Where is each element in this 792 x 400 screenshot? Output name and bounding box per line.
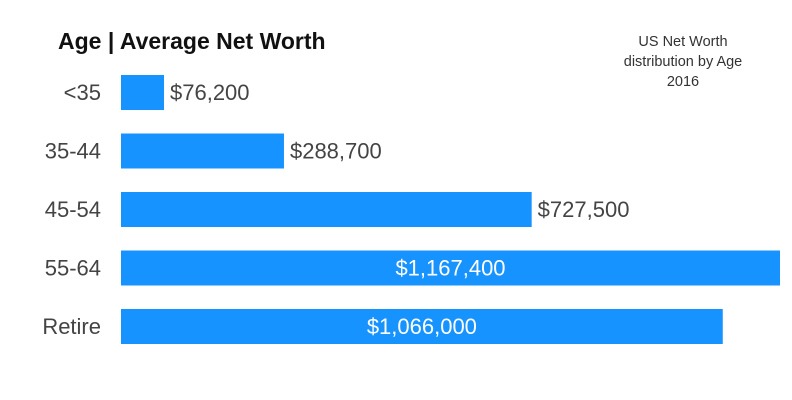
category-label: 45-54 bbox=[45, 197, 101, 222]
value-label: $1,167,400 bbox=[395, 256, 505, 281]
category-label: 55-64 bbox=[45, 256, 101, 281]
chart-title: Age | Average Net Worth bbox=[58, 28, 326, 54]
chart-subtitle: US Net Worth distribution by Age 2016 bbox=[600, 32, 766, 92]
value-label: $76,200 bbox=[170, 80, 250, 105]
value-label: $288,700 bbox=[290, 139, 382, 164]
category-label: 35-44 bbox=[45, 139, 101, 164]
bar bbox=[121, 75, 165, 110]
subtitle-line-1: US Net Worth bbox=[638, 34, 728, 50]
bar bbox=[121, 250, 780, 286]
subtitle-line-2: distribution by Age bbox=[623, 54, 743, 70]
category-label: <35 bbox=[64, 80, 101, 105]
category-label: Retire bbox=[42, 314, 101, 339]
value-label: $1,066,000 bbox=[367, 314, 477, 339]
bar bbox=[121, 133, 284, 169]
value-label: $727,500 bbox=[538, 197, 630, 222]
subtitle-line-3: 2016 bbox=[666, 74, 700, 90]
bar bbox=[121, 192, 532, 227]
bar bbox=[121, 309, 723, 344]
